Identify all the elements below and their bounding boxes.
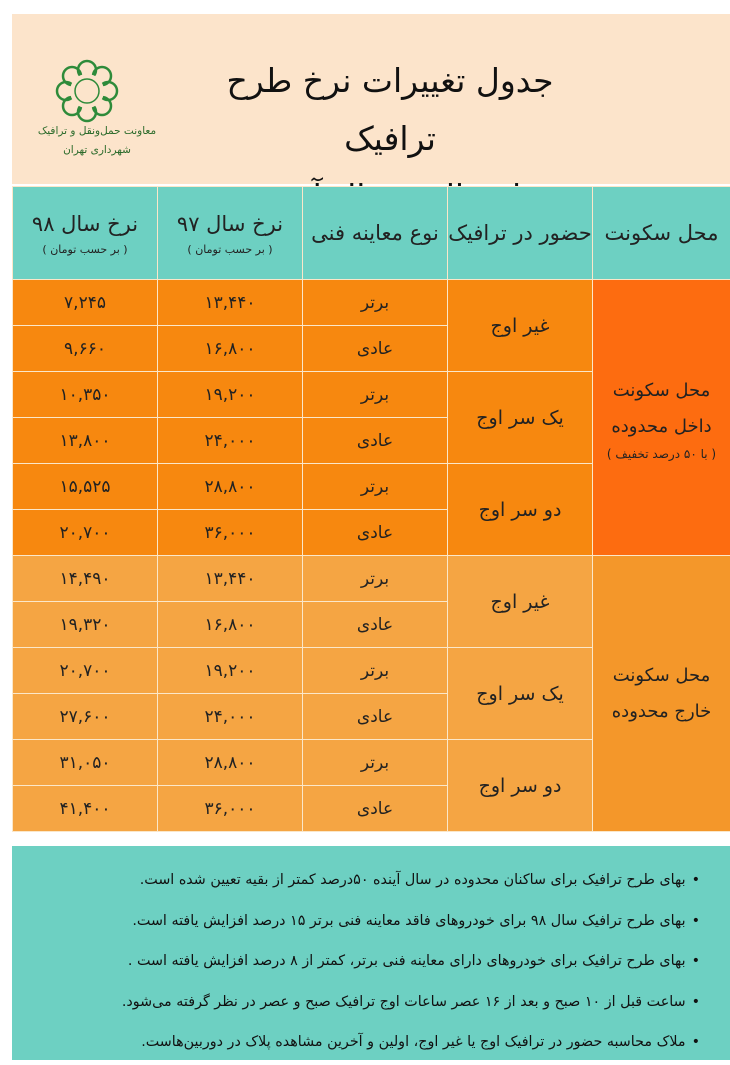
note-item: ملاک محاسبه حضور در ترافیک اوج یا غیر او…: [22, 1022, 700, 1063]
rate-98-cell: ۱۰,۳۵۰: [12, 371, 158, 418]
inspection-type-cell: عادی: [302, 417, 448, 464]
inspection-type-cell: برتر: [302, 739, 448, 786]
table-row: عادی ۲۴,۰۰۰ ۲۷,۶۰۰: [12, 693, 730, 740]
rate-98-cell: ۲۰,۷۰۰: [12, 647, 158, 694]
inspection-type-cell: برتر: [302, 279, 448, 326]
inspection-type-cell: برتر: [302, 555, 448, 602]
table-row: محل سکونت داخل محدوده ( با ۵۰ درصد تخفیف …: [12, 279, 730, 556]
traffic-presence-cell: غیر اوج: [447, 279, 593, 372]
note-item: بهای طرح ترافیک برای ساکنان محدوده در سا…: [22, 860, 700, 901]
inspection-type-cell: عادی: [302, 325, 448, 372]
rate-97-cell: ۱۹,۲۰۰: [157, 371, 303, 418]
column-header-label: نرخ سال ۹۸: [31, 212, 139, 236]
note-item: بهای طرح ترافیک برای خودروهای دارای معای…: [22, 941, 700, 982]
rate-98-cell: ۷,۲۴۵: [12, 279, 158, 326]
traffic-presence-cell: غیر اوج: [447, 555, 593, 648]
table-row: عادی ۳۶,۰۰۰ ۴۱,۴۰۰: [12, 785, 730, 832]
column-header-label: محل سکونت: [604, 221, 719, 245]
rate-97-cell: ۲۸,۸۰۰: [157, 739, 303, 786]
tehran-municipality-logo-icon: [55, 59, 119, 123]
table-row: دو سر اوج برتر ۲۸,۸۰۰ ۳۱,۰۵۰: [12, 739, 730, 832]
traffic-presence-cell: دو سر اوج: [447, 739, 593, 832]
rate-97-cell: ۱۶,۸۰۰: [157, 601, 303, 648]
residence-location-cell: محل سکونت داخل محدوده ( با ۵۰ درصد تخفیف …: [592, 279, 730, 556]
table-row: دو سر اوج برتر ۲۸,۸۰۰ ۱۵,۵۲۵: [12, 463, 730, 556]
logo-caption-line2: شهرداری تهران: [63, 144, 131, 156]
logo-caption: معاونت حمل‌ونقل و ترافیک شهرداری تهران: [32, 122, 162, 160]
rate-97-cell: ۱۳,۴۴۰: [157, 279, 303, 326]
inspection-type-cell: برتر: [302, 647, 448, 694]
rate-97-cell: ۲۸,۸۰۰: [157, 463, 303, 510]
rate-98-cell: ۱۵,۵۲۵: [12, 463, 158, 510]
rate-97-cell: ۲۴,۰۰۰: [157, 417, 303, 464]
rate-98-cell: ۱۴,۴۹۰: [12, 555, 158, 602]
note-item: ساعت قبل از ۱۰ صبح و بعد از ۱۶ عصر ساعات…: [22, 982, 700, 1023]
rate-97-cell: ۳۶,۰۰۰: [157, 509, 303, 556]
table-row: یک سر اوج برتر ۱۹,۲۰۰ ۱۰,۳۵۰: [12, 371, 730, 464]
rates-table: محل سکونت حضور در ترافیک نوع معاینه فنی نرخ…: [12, 186, 730, 832]
rate-97-cell: ۱۳,۴۴۰: [157, 555, 303, 602]
column-header-label: نرخ سال ۹۷: [176, 212, 284, 236]
logo-caption-line1: معاونت حمل‌ونقل و ترافیک: [37, 125, 157, 137]
rate-98-cell: ۳۱,۰۵۰: [12, 739, 158, 786]
column-header-unit: ( بر حسب تومان ): [187, 243, 273, 256]
column-header-label: نوع معاینه فنی: [311, 221, 439, 245]
inspection-type-cell: برتر: [302, 371, 448, 418]
table-header-row: محل سکونت حضور در ترافیک نوع معاینه فنی نرخ…: [12, 186, 730, 280]
column-header: نرخ سال ۹۷ ( بر حسب تومان ): [157, 186, 303, 280]
rate-98-cell: ۱۳,۸۰۰: [12, 417, 158, 464]
header-banner: معاونت حمل‌ونقل و ترافیک شهرداری تهران ج…: [12, 14, 730, 216]
rate-97-cell: ۳۶,۰۰۰: [157, 785, 303, 832]
column-header-label: حضور در ترافیک: [448, 221, 592, 245]
column-header: محل سکونت: [592, 186, 730, 280]
notes-list: بهای طرح ترافیک برای ساکنان محدوده در سا…: [12, 846, 730, 1063]
column-header: نوع معاینه فنی: [302, 186, 448, 280]
rate-98-cell: ۲۰,۷۰۰: [12, 509, 158, 556]
column-header-unit: ( بر حسب تومان ): [42, 243, 128, 256]
traffic-presence-cell: یک سر اوج: [447, 647, 593, 740]
traffic-presence-cell: دو سر اوج: [447, 463, 593, 556]
traffic-presence-cell: یک سر اوج: [447, 371, 593, 464]
residence-location-label: محل سکونت داخل محدوده: [611, 379, 712, 437]
note-item: بهای طرح ترافیک سال ۹۸ برای خودروهای فاق…: [22, 901, 700, 942]
table-row: محل سکونت خارج محدوده غیر اوج برتر ۱۳,۴۴۰ ۱۴…: [12, 555, 730, 832]
residence-location-note: ( با ۵۰ درصد تخفیف ): [606, 446, 717, 461]
inspection-type-cell: برتر: [302, 463, 448, 510]
column-header: نرخ سال ۹۸ ( بر حسب تومان ): [12, 186, 158, 280]
rate-97-cell: ۱۶,۸۰۰: [157, 325, 303, 372]
inspection-type-cell: عادی: [302, 693, 448, 740]
residence-location-cell: محل سکونت خارج محدوده: [592, 555, 730, 832]
rate-98-cell: ۹,۶۶۰: [12, 325, 158, 372]
table-row: عادی ۲۴,۰۰۰ ۱۳,۸۰۰: [12, 417, 730, 464]
residence-location-label: محل سکونت خارج محدوده: [611, 664, 712, 722]
inspection-type-cell: عادی: [302, 601, 448, 648]
title-line1: جدول تغییرات نرخ طرح ترافیک: [226, 61, 554, 158]
rate-98-cell: ۲۷,۶۰۰: [12, 693, 158, 740]
notes-panel: بهای طرح ترافیک برای ساکنان محدوده در سا…: [12, 846, 730, 1060]
rate-97-cell: ۲۴,۰۰۰: [157, 693, 303, 740]
table-row: عادی ۱۶,۸۰۰ ۹,۶۶۰: [12, 325, 730, 372]
rate-98-cell: ۴۱,۴۰۰: [12, 785, 158, 832]
inspection-type-cell: عادی: [302, 509, 448, 556]
rate-97-cell: ۱۹,۲۰۰: [157, 647, 303, 694]
rate-98-cell: ۱۹,۳۲۰: [12, 601, 158, 648]
column-header: حضور در ترافیک: [447, 186, 593, 280]
inspection-type-cell: عادی: [302, 785, 448, 832]
